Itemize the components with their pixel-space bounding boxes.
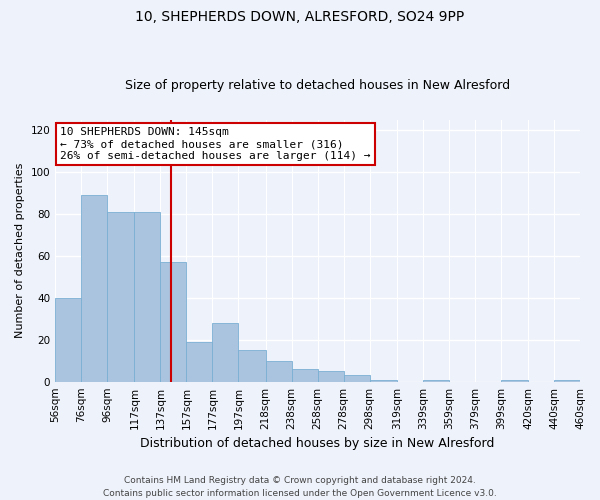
X-axis label: Distribution of detached houses by size in New Alresford: Distribution of detached houses by size … [140,437,495,450]
Bar [292,369,317,382]
Bar [81,195,107,382]
Bar [317,371,344,382]
Bar [423,380,449,382]
Title: Size of property relative to detached houses in New Alresford: Size of property relative to detached ho… [125,79,510,92]
Bar [238,350,266,382]
Text: 10 SHEPHERDS DOWN: 145sqm
← 73% of detached houses are smaller (316)
26% of semi: 10 SHEPHERDS DOWN: 145sqm ← 73% of detac… [61,128,371,160]
Text: Contains HM Land Registry data © Crown copyright and database right 2024.
Contai: Contains HM Land Registry data © Crown c… [103,476,497,498]
Bar [344,376,370,382]
Bar [554,380,580,382]
Bar [107,212,134,382]
Bar [134,212,160,382]
Text: 10, SHEPHERDS DOWN, ALRESFORD, SO24 9PP: 10, SHEPHERDS DOWN, ALRESFORD, SO24 9PP [136,10,464,24]
Bar [187,342,212,382]
Bar [501,380,528,382]
Bar [370,380,397,382]
Bar [212,323,238,382]
Bar [55,298,81,382]
Bar [266,360,292,382]
Y-axis label: Number of detached properties: Number of detached properties [15,163,25,338]
Bar [160,262,187,382]
